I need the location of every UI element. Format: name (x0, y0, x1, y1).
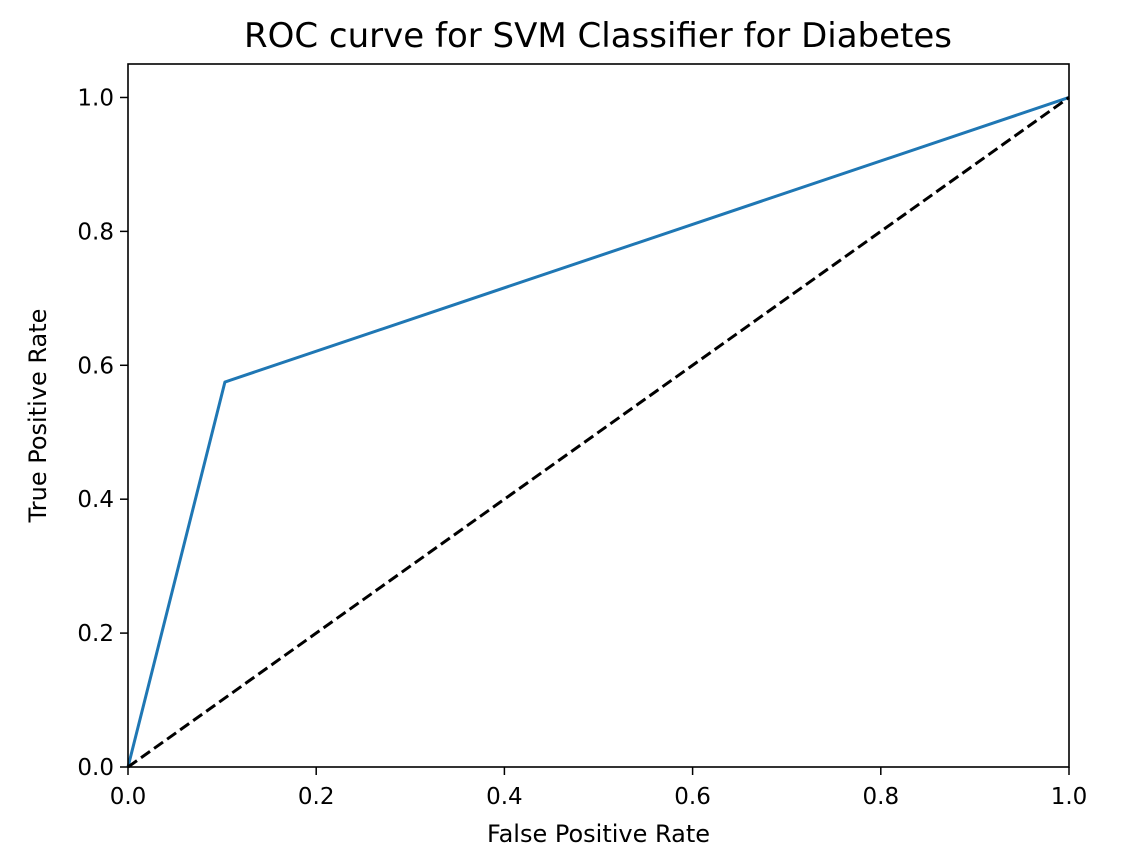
y-tick-label: 1.0 (77, 85, 114, 111)
x-tick-label: 0.8 (863, 784, 900, 810)
y-axis-label: True Positive Rate (24, 309, 52, 524)
axes-frame (127, 63, 1070, 768)
y-tick-label: 0.0 (77, 755, 114, 781)
y-axis-ticks: 0.0 0.2 0.4 0.6 0.8 1.0 (77, 85, 128, 781)
roc-curve-line (126, 96, 1070, 768)
x-tick-label: 0.4 (486, 784, 523, 810)
y-tick-label: 0.8 (77, 219, 114, 245)
x-tick-label: 1.0 (1051, 784, 1088, 810)
x-tick-label: 0.0 (110, 784, 147, 810)
x-axis-ticks: 0.0 0.2 0.4 0.6 0.8 1.0 (110, 767, 1088, 810)
x-axis-label: False Positive Rate (487, 820, 710, 848)
series-layer (126, 96, 1070, 769)
chart-title: ROC curve for SVM Classifier for Diabete… (244, 16, 952, 56)
y-tick-label: 0.4 (77, 487, 114, 513)
x-tick-label: 0.6 (674, 784, 711, 810)
chance-diagonal-line (127, 96, 1070, 769)
x-tick-label: 0.2 (298, 784, 335, 810)
y-tick-label: 0.2 (77, 621, 114, 647)
y-tick-label: 0.6 (77, 353, 114, 379)
